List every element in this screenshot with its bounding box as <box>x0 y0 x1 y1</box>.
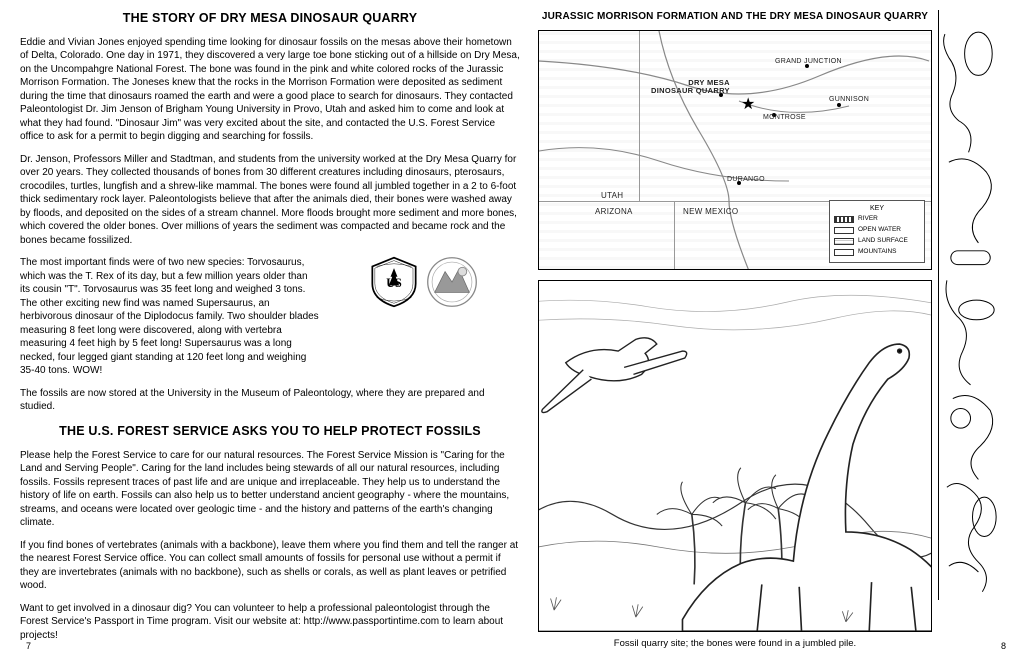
protect-p1: Please help the Forest Service to care f… <box>20 449 520 530</box>
legend-river: RIVER <box>858 215 878 224</box>
story-heading: THE STORY OF DRY MESA DINOSAUR QUARRY <box>20 10 520 27</box>
para-with-logos: The most important finds were of two new… <box>20 256 520 378</box>
label-gunnison: GUNNISON <box>829 95 869 104</box>
forest-service-logo: US <box>368 256 420 308</box>
label-utah: UTAH <box>601 191 623 202</box>
map-legend: KEY RIVER OPEN WATER LAND SURFACE MOUNTA… <box>829 200 925 263</box>
quarry-star-icon: ★ <box>741 94 755 116</box>
label-grand-junction: GRAND JUNCTION <box>775 57 842 66</box>
label-new-mexico: NEW MEXICO <box>683 207 738 218</box>
side-coloring-panel <box>938 10 1006 650</box>
right-page: JURASSIC MORRISON FORMATION AND THE DRY … <box>538 10 1006 650</box>
story-p4: The fossils are now stored at the Univer… <box>20 387 520 414</box>
protect-p2: If you find bones of vertebrates (animal… <box>20 539 520 593</box>
story-p3: The most important finds were of two new… <box>20 256 320 378</box>
protect-p3: Want to get involved in a dinosaur dig? … <box>20 602 520 643</box>
map-heading: JURASSIC MORRISON FORMATION AND THE DRY … <box>538 10 932 24</box>
logo-row: US <box>368 256 478 308</box>
protect-heading: THE U.S. FOREST SERVICE ASKS YOU TO HELP… <box>20 423 520 440</box>
left-page: THE STORY OF DRY MESA DINOSAUR QUARRY Ed… <box>20 10 520 650</box>
quarry-label: DRY MESADINOSAUR QUARRY <box>651 79 730 96</box>
legend-openwater: OPEN WATER <box>858 226 901 235</box>
legend-mountains: MOUNTAINS <box>858 248 897 257</box>
label-montrose: MONTROSE <box>763 113 806 122</box>
story-p1: Eddie and Vivian Jones enjoyed spending … <box>20 36 520 144</box>
uncompahgre-logo <box>426 256 478 308</box>
label-arizona: ARIZONA <box>595 207 633 218</box>
right-main: JURASSIC MORRISON FORMATION AND THE DRY … <box>538 10 932 650</box>
legend-title: KEY <box>834 204 920 213</box>
dinosaur-illustration <box>538 280 932 632</box>
label-durango: DURANGO <box>727 175 765 184</box>
location-map: DRY MESADINOSAUR QUARRY ★ GRAND JUNCTION… <box>538 30 932 270</box>
page-number-left: 7 <box>26 640 31 652</box>
story-p2: Dr. Jenson, Professors Miller and Stadtm… <box>20 153 520 248</box>
legend-land: LAND SURFACE <box>858 237 908 246</box>
illustration-caption: Fossil quarry site; the bones were found… <box>538 638 932 650</box>
page-number-right: 8 <box>1001 640 1006 652</box>
